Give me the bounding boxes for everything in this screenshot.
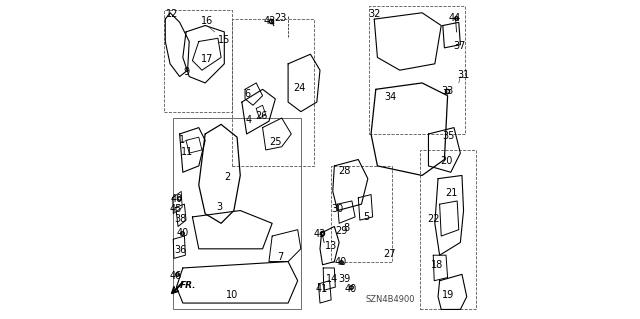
Bar bbox=[164, 10, 232, 112]
Text: 29: 29 bbox=[335, 226, 348, 236]
Text: 34: 34 bbox=[385, 92, 397, 102]
Text: 12: 12 bbox=[166, 9, 178, 19]
Text: 45: 45 bbox=[170, 204, 182, 214]
Text: 20: 20 bbox=[440, 156, 452, 166]
Text: 30: 30 bbox=[332, 204, 344, 214]
Text: 42: 42 bbox=[264, 16, 276, 26]
Text: SZN4B4900: SZN4B4900 bbox=[365, 295, 415, 304]
Text: 41: 41 bbox=[316, 284, 328, 294]
Text: 1: 1 bbox=[179, 135, 185, 145]
Text: 23: 23 bbox=[274, 12, 286, 23]
Bar bbox=[420, 150, 476, 309]
Text: 31: 31 bbox=[458, 70, 470, 80]
Text: 10: 10 bbox=[226, 290, 239, 300]
Text: FR.: FR. bbox=[180, 281, 196, 290]
Text: 39: 39 bbox=[339, 274, 351, 284]
Text: 3: 3 bbox=[216, 202, 223, 212]
Text: 4: 4 bbox=[245, 115, 252, 125]
Text: 40: 40 bbox=[345, 284, 357, 294]
Text: 46: 46 bbox=[170, 271, 182, 281]
Text: 15: 15 bbox=[218, 35, 230, 45]
Text: 33: 33 bbox=[441, 86, 453, 96]
Text: 35: 35 bbox=[442, 130, 454, 141]
Text: 36: 36 bbox=[175, 245, 187, 256]
Text: 11: 11 bbox=[180, 146, 193, 157]
Text: 40: 40 bbox=[171, 194, 183, 204]
Text: 2: 2 bbox=[225, 172, 230, 182]
Bar bbox=[369, 6, 465, 134]
Text: 43: 43 bbox=[314, 229, 326, 240]
Bar bbox=[173, 118, 301, 309]
Text: 6: 6 bbox=[244, 89, 250, 99]
Text: 22: 22 bbox=[428, 213, 440, 224]
Text: 9: 9 bbox=[184, 67, 189, 77]
Text: 26: 26 bbox=[255, 111, 268, 122]
Text: 40: 40 bbox=[176, 228, 188, 238]
Text: 38: 38 bbox=[175, 213, 187, 224]
Text: 17: 17 bbox=[200, 54, 213, 64]
Text: 7: 7 bbox=[277, 252, 284, 262]
Text: 8: 8 bbox=[343, 223, 349, 233]
Bar bbox=[331, 166, 392, 262]
Text: 37: 37 bbox=[454, 41, 466, 51]
Text: 32: 32 bbox=[369, 9, 381, 19]
Bar bbox=[232, 19, 314, 166]
Text: 44: 44 bbox=[449, 12, 461, 23]
Text: 24: 24 bbox=[294, 83, 306, 93]
Text: 16: 16 bbox=[200, 16, 213, 26]
Text: 13: 13 bbox=[325, 241, 338, 251]
Text: 21: 21 bbox=[445, 188, 458, 198]
Text: 5: 5 bbox=[363, 212, 369, 222]
Text: 14: 14 bbox=[326, 274, 338, 284]
Text: 25: 25 bbox=[269, 137, 282, 147]
Text: 40: 40 bbox=[335, 256, 347, 267]
Text: 27: 27 bbox=[383, 249, 396, 259]
Text: 19: 19 bbox=[442, 290, 454, 300]
Text: 28: 28 bbox=[339, 166, 351, 176]
Text: 18: 18 bbox=[431, 260, 443, 270]
